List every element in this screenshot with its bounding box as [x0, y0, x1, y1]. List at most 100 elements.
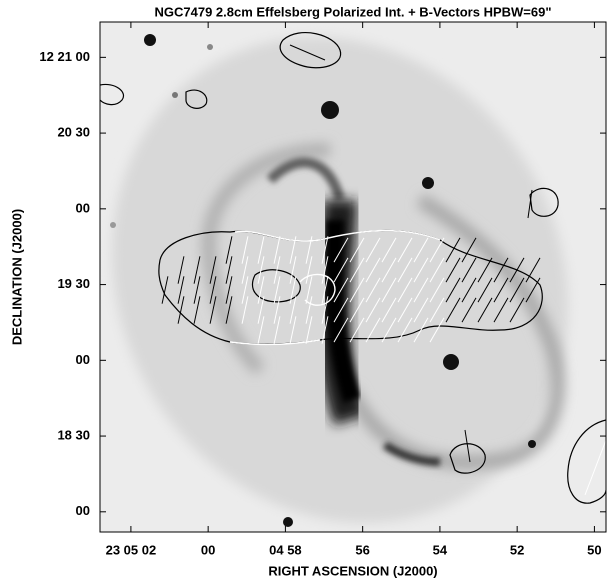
b-vector [365, 297, 381, 323]
b-vector [381, 277, 397, 303]
b-vector [413, 257, 429, 283]
b-vector [273, 296, 281, 324]
b-vector [241, 236, 249, 264]
b-vector [477, 297, 493, 323]
b-vector [209, 296, 217, 324]
b-vector [365, 257, 381, 283]
b-vector [225, 256, 233, 284]
b-vector [349, 297, 365, 323]
b-vector [289, 296, 297, 324]
b-vector [257, 276, 265, 304]
b-vector [527, 189, 533, 219]
b-vector [305, 276, 313, 304]
b-vector [509, 297, 525, 323]
b-vector [305, 256, 313, 284]
plot-frame [99, 21, 607, 533]
x-tick-label: 04 58 [269, 542, 302, 557]
y-axis-label: DECLINATION (J2000) [9, 209, 24, 345]
b-vector [305, 316, 313, 344]
b-vector [241, 256, 249, 284]
b-vector [257, 256, 265, 284]
y-tick-label: 12 21 00 [39, 49, 90, 64]
b-vector [477, 257, 493, 283]
b-vector [365, 237, 381, 263]
b-vector [349, 277, 365, 303]
chart-title: NGC7479 2.8cm Effelsberg Polarized Int. … [154, 4, 551, 19]
b-vector [461, 277, 477, 303]
b-vector [273, 316, 281, 344]
b-vector [177, 276, 185, 304]
x-tick-label: 23 05 02 [106, 542, 157, 557]
b-vector [413, 317, 429, 343]
b-vector [289, 236, 297, 264]
b-vector [273, 276, 281, 304]
b-vector [525, 277, 541, 303]
x-tick-label: 56 [355, 542, 369, 557]
b-vector [193, 256, 201, 284]
b-vector [365, 317, 381, 343]
b-vector [333, 237, 349, 263]
b-vector [193, 296, 201, 324]
b-vector [349, 237, 365, 263]
b-vector [289, 316, 297, 344]
b-vector [289, 44, 326, 61]
b-vector [241, 276, 249, 304]
x-axis-label: RIGHT ASCENSION (J2000) [268, 563, 437, 578]
b-vector [321, 316, 329, 344]
b-vector [429, 297, 445, 323]
b-vector [273, 256, 281, 284]
x-tick-label: 54 [433, 542, 448, 557]
b-vector [209, 276, 217, 304]
b-vector [461, 237, 477, 263]
b-vector [321, 256, 329, 284]
galaxy-image [100, 22, 606, 532]
b-vector [413, 277, 429, 303]
b-vector [333, 277, 349, 303]
b-vector [397, 317, 413, 343]
b-vector [161, 276, 169, 304]
b-vector [321, 276, 329, 304]
y-tick-label: 00 [76, 503, 90, 518]
b-vector [429, 317, 445, 343]
b-vector [381, 237, 397, 263]
b-vector [429, 237, 445, 263]
b-vector [305, 236, 313, 264]
b-vector [349, 317, 365, 343]
b-vector [509, 277, 525, 303]
x-tick-label: 00 [201, 542, 215, 557]
b-vector [321, 296, 329, 324]
b-vector [241, 296, 249, 324]
b-vector [225, 296, 233, 324]
b-vector [445, 297, 461, 323]
b-vector [397, 257, 413, 283]
b-vector [477, 277, 493, 303]
b-vector [381, 297, 397, 323]
y-tick-label: 18 30 [57, 427, 90, 442]
b-vector [321, 236, 329, 264]
b-vector [225, 236, 233, 264]
b-vector [413, 237, 429, 263]
b-vector [445, 257, 461, 283]
b-vector [461, 297, 477, 323]
b-vector [273, 236, 281, 264]
b-vector [289, 276, 297, 304]
y-tick-label: 19 30 [57, 276, 90, 291]
b-vector [445, 237, 461, 263]
x-tick-label: 52 [510, 542, 524, 557]
b-vector [381, 257, 397, 283]
b-vector [493, 297, 509, 323]
b-vector [193, 276, 201, 304]
x-tick-label: 50 [587, 542, 601, 557]
y-tick-label: 20 30 [57, 125, 90, 140]
b-vector [257, 236, 265, 264]
b-vector [493, 277, 509, 303]
b-vector [429, 257, 445, 283]
b-vector [305, 296, 313, 324]
b-vector [381, 317, 397, 343]
b-vector [333, 297, 349, 323]
b-vector [413, 297, 429, 323]
b-vector [209, 256, 217, 284]
b-vector [493, 257, 509, 283]
y-tick-label: 00 [76, 352, 90, 367]
b-vector [333, 257, 349, 283]
